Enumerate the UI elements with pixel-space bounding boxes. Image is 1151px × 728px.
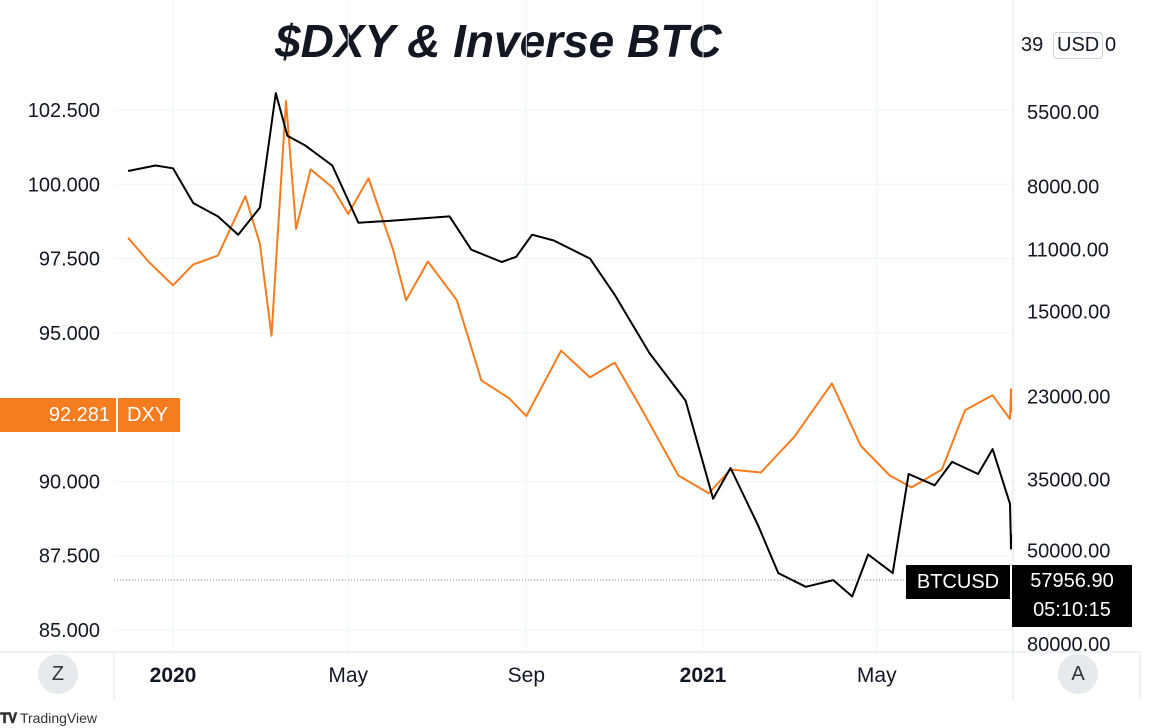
- tradingview-wordmark: TradingView: [19, 710, 97, 726]
- timezone-button[interactable]: Z: [38, 654, 78, 694]
- x-axis-tick-label: Sep: [508, 664, 545, 687]
- x-axis-tick-label: 2021: [680, 664, 727, 687]
- scale-label-prefix: 39: [1021, 34, 1044, 56]
- right-axis-tick-label: 8000.00: [1027, 176, 1099, 198]
- btcusd-series-tag: BTCUSD: [906, 565, 1010, 599]
- grid-lines: [114, 0, 1013, 652]
- dxy-last-value-label: 92.281: [0, 398, 116, 432]
- left-axis-tick-label: 87.500: [39, 546, 100, 568]
- right-axis-tick-label: 5500.00: [1027, 102, 1099, 124]
- right-axis-tick-label: 15000.00: [1027, 301, 1110, 323]
- x-axis-tick-label: May: [328, 664, 368, 687]
- right-axis-tick-label: 11000.00: [1027, 240, 1109, 262]
- right-axis-tick-label: 23000.00: [1027, 386, 1110, 408]
- currency-badge[interactable]: USD: [1053, 32, 1104, 59]
- series-line-dxy: [127, 100, 1012, 495]
- auto-scale-button[interactable]: A: [1058, 654, 1098, 694]
- tradingview-logo-icon: 𝐓𝐕: [0, 710, 17, 726]
- right-axis-tick-label: 80000.00: [1027, 634, 1110, 656]
- btcusd-price-value: 57956.90: [1030, 570, 1114, 592]
- chart-title: $DXY & Inverse BTC: [275, 15, 722, 67]
- left-axis-tick-label: 95.000: [39, 323, 100, 345]
- x-axis: 2020 May Sep 2021 May: [150, 664, 897, 687]
- left-axis-tick-label: 100.000: [28, 174, 100, 196]
- scale-label-suffix: 0: [1105, 34, 1117, 56]
- series-layer: [127, 92, 1012, 598]
- dxy-series-tag: DXY: [118, 398, 180, 432]
- left-axis-tick-label: 97.500: [39, 249, 100, 271]
- tradingview-watermark: 𝐓𝐕 TradingView: [0, 710, 97, 727]
- x-axis-tick-label: 2020: [150, 664, 197, 687]
- left-axis-tick-label: 102.500: [28, 100, 100, 122]
- left-axis: 102.500 100.000 97.500 95.000 90.000 87.500 85…: [28, 100, 100, 642]
- x-axis-tick-label: May: [857, 664, 897, 687]
- right-axis: 5500.00 8000.00 11000.00 15000.00 23000.00 35…: [1027, 102, 1110, 656]
- left-axis-tick-label: 85.000: [39, 620, 100, 642]
- right-axis-tick-label: 50000.00: [1027, 541, 1110, 563]
- series-line-btcusd: [127, 92, 1012, 598]
- left-axis-tick-label: 90.000: [39, 471, 100, 493]
- btcusd-countdown: 05:10:15: [1033, 599, 1111, 621]
- btcusd-last-value-label: 57956.90 05:10:15: [1012, 565, 1132, 627]
- right-axis-tick-label: 35000.00: [1027, 470, 1110, 492]
